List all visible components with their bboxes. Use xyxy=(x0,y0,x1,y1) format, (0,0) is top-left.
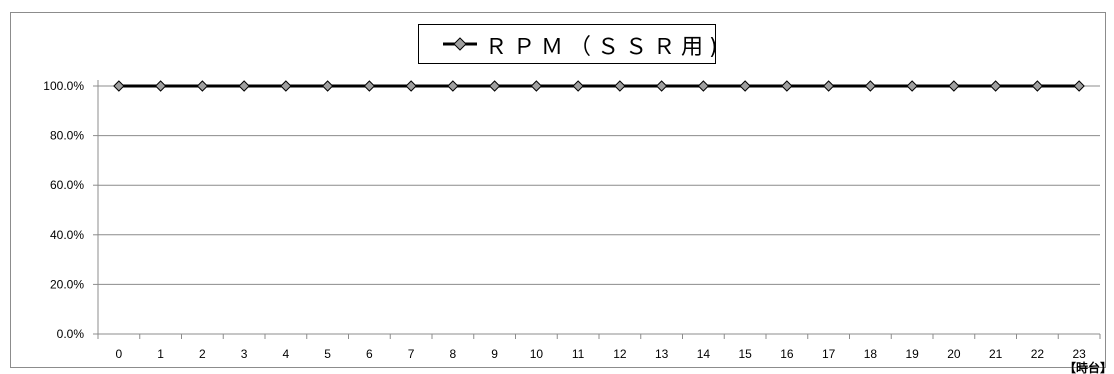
x-tick-label: 13 xyxy=(655,347,669,361)
data-point-marker xyxy=(447,80,459,92)
chart-legend: ＲＰＭ（ＳＳＲ用) xyxy=(418,24,718,64)
data-point-marker xyxy=(488,80,501,92)
x-tick-label: 16 xyxy=(780,347,794,361)
x-tick-label: 3 xyxy=(241,347,248,361)
data-point-marker xyxy=(405,80,417,92)
data-point-marker xyxy=(1031,80,1044,92)
x-tick-label: 5 xyxy=(324,347,331,361)
x-tick-label: 10 xyxy=(530,347,544,361)
data-point-marker xyxy=(113,80,125,92)
data-point-marker xyxy=(989,80,1002,92)
data-point-marker xyxy=(739,80,751,92)
data-point-marker xyxy=(321,80,334,92)
x-tick-label: 9 xyxy=(491,347,498,361)
x-tick-label: 6 xyxy=(366,347,373,361)
y-tick-label: 80.0% xyxy=(50,129,84,143)
data-point-marker xyxy=(572,80,584,92)
data-point-marker xyxy=(655,80,668,92)
x-tick-label: 14 xyxy=(697,347,711,361)
x-unit-label: 【時台】 xyxy=(1064,360,1112,374)
data-point-marker xyxy=(530,80,543,92)
x-tick-label: 15 xyxy=(738,347,752,361)
data-point-marker xyxy=(822,80,835,92)
x-tick-label: 20 xyxy=(947,347,961,361)
data-point-marker xyxy=(280,80,292,92)
x-tick-label: 18 xyxy=(864,347,878,361)
y-tick-label: 0.0% xyxy=(57,327,85,341)
legend-label: ＲＰＭ（ＳＳＲ用) xyxy=(485,35,724,60)
x-tick-label: 7 xyxy=(408,347,415,361)
data-point-marker xyxy=(697,80,710,92)
chart-frame xyxy=(10,12,1106,368)
data-point-marker xyxy=(614,80,626,92)
x-tick-label: 8 xyxy=(450,347,457,361)
y-tick-label: 40.0% xyxy=(50,228,84,242)
y-tick-label: 20.0% xyxy=(50,277,84,291)
x-tick-label: 23 xyxy=(1072,347,1086,361)
y-tick-label: 100.0% xyxy=(43,79,84,93)
x-tick-label: 19 xyxy=(905,347,919,361)
legend-marker-icon xyxy=(443,37,477,51)
x-tick-label: 12 xyxy=(613,347,627,361)
y-tick-label: 60.0% xyxy=(50,178,84,192)
data-point-marker xyxy=(196,80,209,92)
x-tick-label: 4 xyxy=(283,347,290,361)
data-point-marker xyxy=(363,80,376,92)
x-tick-label: 21 xyxy=(989,347,1003,361)
x-tick-label: 11 xyxy=(572,347,585,361)
data-point-marker xyxy=(906,80,918,92)
x-tick-label: 17 xyxy=(822,347,836,361)
data-point-marker xyxy=(238,80,250,92)
x-tick-label: 2 xyxy=(199,347,206,361)
x-tick-label: 1 xyxy=(157,347,164,361)
data-point-marker xyxy=(948,80,960,92)
data-point-marker xyxy=(864,80,877,92)
x-tick-label: 22 xyxy=(1031,347,1045,361)
data-point-marker xyxy=(154,80,167,92)
data-point-marker xyxy=(1073,80,1085,92)
x-tick-label: 0 xyxy=(116,347,123,361)
data-point-marker xyxy=(781,80,793,92)
